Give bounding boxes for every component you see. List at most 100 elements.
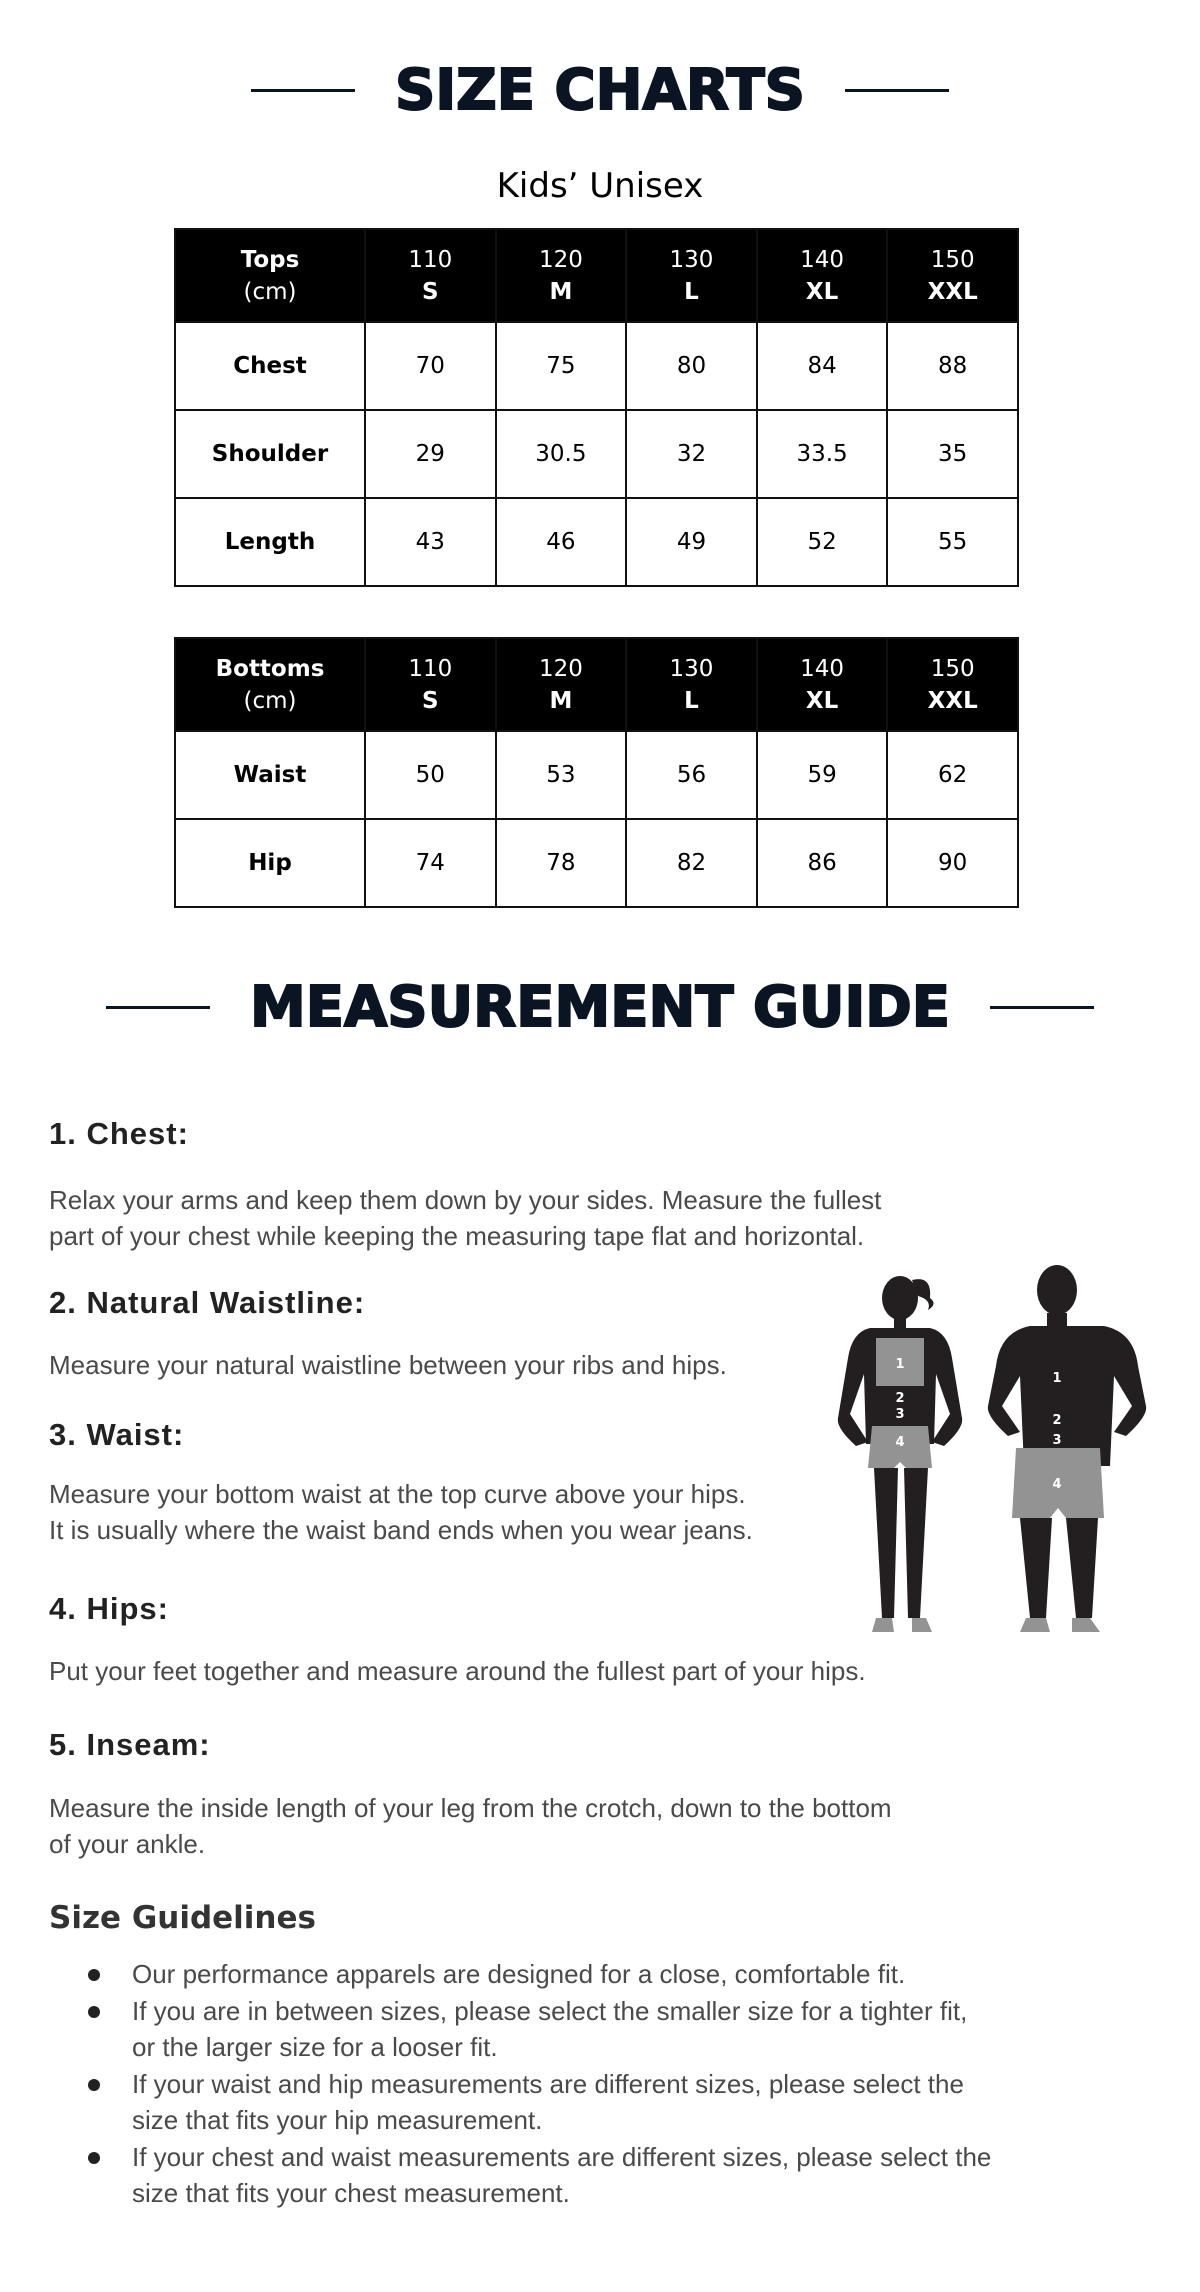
measurement-heading: 1. Chest: xyxy=(49,1116,189,1151)
row-label: Length xyxy=(174,497,366,587)
row-label: Shoulder xyxy=(174,409,366,499)
section-title: MEASUREMENT GUIDE xyxy=(249,974,951,1041)
table-cell: 30.5 xyxy=(494,409,628,499)
size-label: XL xyxy=(805,687,839,714)
text-line: part of your chest while keeping the mea… xyxy=(49,1221,865,1251)
list-item: Our performance apparels are designed fo… xyxy=(88,1956,1148,1992)
row-label: Chest xyxy=(174,321,366,411)
page-title: SIZE CHARTS xyxy=(394,57,806,124)
figure-label: 2 xyxy=(895,1391,904,1406)
table-cell: 35 xyxy=(886,409,1019,499)
table-cell: 43 xyxy=(364,497,497,587)
size-guidelines-title: Size Guidelines xyxy=(49,1900,316,1936)
size-height: 130 xyxy=(669,655,714,682)
table-row: Waist 50 53 56 59 62 xyxy=(174,730,1019,820)
measurement-guide-header: MEASUREMENT GUIDE xyxy=(0,974,1200,1041)
table-cell: 84 xyxy=(755,321,889,411)
bullet-icon xyxy=(88,2006,100,2018)
header-cell: Bottoms (cm) xyxy=(174,637,366,732)
size-label: L xyxy=(684,278,699,305)
table-cell: 55 xyxy=(886,497,1019,587)
figure-label: 3 xyxy=(895,1407,904,1422)
size-height: 150 xyxy=(930,655,975,682)
table-cell: 75 xyxy=(494,321,628,411)
size-column-header: 150 XXL xyxy=(886,228,1019,323)
measurement-description: Measure your natural waistline between y… xyxy=(49,1347,727,1383)
size-label: S xyxy=(422,278,439,305)
table-cell: 88 xyxy=(886,321,1019,411)
table-row: Chest 70 75 80 84 88 xyxy=(174,321,1019,411)
size-column-header: 140 XL xyxy=(755,228,889,323)
size-column-header: 110 S xyxy=(364,637,497,732)
table-row: Shoulder 29 30.5 32 33.5 35 xyxy=(174,409,1019,499)
size-column-header: 150 XXL xyxy=(886,637,1019,732)
tops-size-table: Tops (cm) 110 S 120 M 130 L 140 XL 150 XXL Chest 70 75… xyxy=(174,228,1019,587)
measurement-heading: 5. Inseam: xyxy=(49,1727,211,1762)
divider xyxy=(105,1006,210,1009)
measurement-description: Measure the inside length of your leg fr… xyxy=(49,1790,892,1862)
row-label: Waist xyxy=(174,730,366,820)
table-cell: 90 xyxy=(886,818,1019,908)
table-cell: 86 xyxy=(755,818,889,908)
text-line: If your waist and hip measurements are d… xyxy=(132,2069,964,2099)
size-label: M xyxy=(549,687,573,714)
divider xyxy=(844,89,949,92)
male-figure xyxy=(987,1265,1147,1632)
table-cell: 32 xyxy=(625,409,758,499)
bullet-icon xyxy=(88,2079,100,2091)
text-line: Relax your arms and keep them down by yo… xyxy=(49,1185,882,1215)
size-height: 130 xyxy=(669,246,714,273)
table-cell: 62 xyxy=(886,730,1019,820)
size-column-header: 110 S xyxy=(364,228,497,323)
table-cell: 52 xyxy=(755,497,889,587)
header-cell: Tops (cm) xyxy=(174,228,366,323)
figure-label: 1 xyxy=(895,1357,904,1372)
table-cell: 82 xyxy=(625,818,758,908)
female-figure xyxy=(837,1276,963,1632)
list-item: If your chest and waist measurements are… xyxy=(88,2139,1148,2211)
table-cell: 78 xyxy=(494,818,628,908)
size-label: L xyxy=(684,687,699,714)
text-line: Measure your bottom waist at the top cur… xyxy=(49,1479,746,1509)
text-line: If your chest and waist measurements are… xyxy=(132,2142,992,2172)
table-cell: 56 xyxy=(625,730,758,820)
size-column-header: 120 M xyxy=(494,637,628,732)
measurement-description: Relax your arms and keep them down by yo… xyxy=(49,1182,881,1254)
table-cell: 70 xyxy=(364,321,497,411)
text-line: Our performance apparels are designed fo… xyxy=(132,1959,906,1989)
size-height: 150 xyxy=(930,246,975,273)
list-item: If your waist and hip measurements are d… xyxy=(88,2066,1148,2138)
size-label: S xyxy=(422,687,439,714)
table-cell: 53 xyxy=(494,730,628,820)
size-height: 120 xyxy=(538,246,583,273)
table-cell: 80 xyxy=(625,321,758,411)
row-label: Hip xyxy=(174,818,366,908)
size-height: 120 xyxy=(538,655,583,682)
header-unit: (cm) xyxy=(243,687,297,714)
size-column-header: 120 M xyxy=(494,228,628,323)
size-column-header: 140 XL xyxy=(755,637,889,732)
header-label: Bottoms xyxy=(215,655,325,682)
text-line: or the larger size for a looser fit. xyxy=(132,2032,498,2062)
size-height: 110 xyxy=(408,655,453,682)
header-label: Tops xyxy=(240,246,300,273)
measurement-heading: 3. Waist: xyxy=(49,1417,185,1452)
figure-label: 3 xyxy=(1052,1433,1061,1448)
bullet-icon xyxy=(88,2152,100,2164)
figure-label: 2 xyxy=(1052,1413,1061,1428)
size-label: XXL xyxy=(927,687,978,714)
table-cell: 29 xyxy=(364,409,497,499)
size-guidelines-list: Our performance apparels are designed fo… xyxy=(88,1956,1148,2212)
text-line: of your ankle. xyxy=(49,1829,206,1859)
measurement-description: Put your feet together and measure aroun… xyxy=(49,1653,866,1689)
table-cell: 46 xyxy=(494,497,628,587)
table-cell: 74 xyxy=(364,818,497,908)
text-line: size that fits your hip measurement. xyxy=(132,2105,543,2135)
figure-label: 4 xyxy=(1052,1477,1061,1492)
size-label: M xyxy=(549,278,573,305)
size-label: XXL xyxy=(927,278,978,305)
size-height: 110 xyxy=(408,246,453,273)
measurement-heading: 2. Natural Waistline: xyxy=(49,1285,366,1320)
figure-label: 1 xyxy=(1052,1371,1061,1386)
table-cell: 49 xyxy=(625,497,758,587)
